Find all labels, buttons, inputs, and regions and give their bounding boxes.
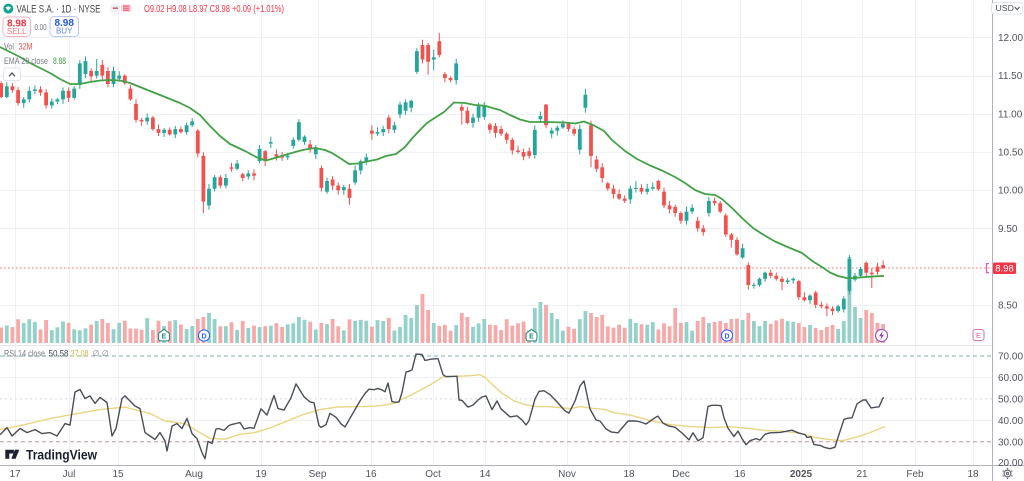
svg-text:11.00: 11.00: [998, 109, 1023, 120]
svg-text:D: D: [201, 333, 206, 340]
svg-text:18: 18: [623, 469, 635, 480]
svg-text:12.00: 12.00: [998, 33, 1023, 44]
svg-text:16: 16: [365, 469, 377, 480]
svg-text:D: D: [724, 333, 729, 340]
svg-text:Sep: Sep: [309, 469, 327, 480]
svg-text:E: E: [162, 334, 167, 341]
svg-text:EMA 20 close: EMA 20 close: [4, 56, 48, 67]
svg-text:14: 14: [479, 469, 491, 480]
svg-text:∅ ∅: ∅ ∅: [93, 349, 109, 358]
svg-text:Feb: Feb: [906, 469, 924, 480]
svg-text:0.00: 0.00: [35, 22, 47, 32]
svg-text:19: 19: [255, 469, 267, 480]
svg-text:11.50: 11.50: [998, 71, 1023, 82]
svg-text:Vol: Vol: [4, 42, 14, 53]
svg-text:70.00: 70.00: [998, 352, 1023, 363]
svg-text:17: 17: [9, 469, 21, 480]
svg-text:8.50: 8.50: [998, 300, 1018, 311]
svg-text:O9.02 H9.08 L8.97 C8.98 +0.09: O9.02 H9.08 L8.97 C8.98 +0.09 (+1.01%): [144, 4, 284, 15]
svg-text:Aug: Aug: [185, 469, 203, 480]
svg-text:E: E: [529, 334, 534, 341]
svg-text:9.50: 9.50: [998, 224, 1018, 235]
svg-text:16: 16: [734, 469, 746, 480]
svg-text:50.58: 50.58: [49, 349, 69, 360]
svg-text:BUY: BUY: [56, 27, 73, 36]
svg-text:VALE S.A. · 1D · NYSE: VALE S.A. · 1D · NYSE: [17, 3, 101, 15]
svg-text:USD: USD: [996, 3, 1014, 13]
svg-text:Nov: Nov: [558, 469, 576, 480]
svg-text:60.00: 60.00: [998, 373, 1023, 384]
svg-text:30.00: 30.00: [998, 437, 1023, 448]
svg-text:Jul: Jul: [63, 469, 76, 480]
svg-text:8.88: 8.88: [53, 56, 66, 67]
svg-text:20.00: 20.00: [998, 458, 1023, 469]
svg-text:Oct: Oct: [425, 469, 441, 480]
svg-text:8.98: 8.98: [7, 18, 27, 29]
svg-text:TradingView: TradingView: [26, 447, 97, 462]
svg-text:32M: 32M: [19, 42, 33, 53]
svg-text:8.98: 8.98: [995, 264, 1014, 275]
svg-text:40.00: 40.00: [998, 416, 1023, 427]
svg-text:50.00: 50.00: [998, 394, 1023, 405]
svg-text:2025: 2025: [790, 469, 813, 480]
svg-text:8.98: 8.98: [54, 18, 74, 29]
svg-text:37.08: 37.08: [71, 349, 89, 360]
svg-text:21: 21: [856, 469, 868, 480]
svg-text:RSI 14 close: RSI 14 close: [4, 349, 45, 360]
svg-text:10.50: 10.50: [998, 148, 1023, 159]
svg-text:E: E: [976, 331, 981, 340]
svg-text:10.00: 10.00: [998, 186, 1023, 197]
svg-text:SELL: SELL: [7, 27, 27, 36]
svg-text:Dec: Dec: [672, 469, 690, 480]
svg-text:18: 18: [967, 469, 979, 480]
svg-text:15: 15: [112, 469, 124, 480]
